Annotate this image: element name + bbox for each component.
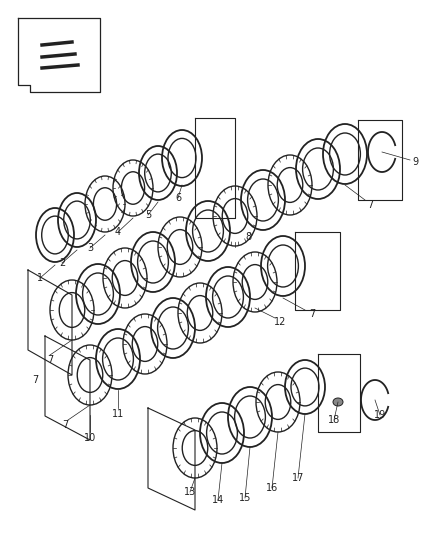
Text: 7: 7 [309,309,315,319]
Text: 17: 17 [292,473,304,483]
Text: 12: 12 [274,317,286,327]
Text: 4: 4 [115,227,121,237]
Ellipse shape [333,398,343,406]
Text: 5: 5 [145,210,151,220]
Text: 9: 9 [412,157,418,167]
Text: 16: 16 [266,483,278,493]
Text: 6: 6 [175,193,181,203]
Text: 10: 10 [84,433,96,443]
Text: 14: 14 [212,495,224,505]
Text: 8: 8 [245,232,251,242]
Text: 19: 19 [374,410,386,420]
Text: 3: 3 [87,243,93,253]
Text: 18: 18 [328,415,340,425]
Text: 13: 13 [184,487,196,497]
Text: 2: 2 [59,258,65,268]
Text: 7: 7 [47,355,53,365]
Text: 1: 1 [37,273,43,283]
Text: 15: 15 [239,493,251,503]
Text: 7: 7 [62,420,68,430]
Text: 7: 7 [32,375,38,385]
Text: 11: 11 [112,409,124,419]
Text: 7: 7 [367,200,373,210]
